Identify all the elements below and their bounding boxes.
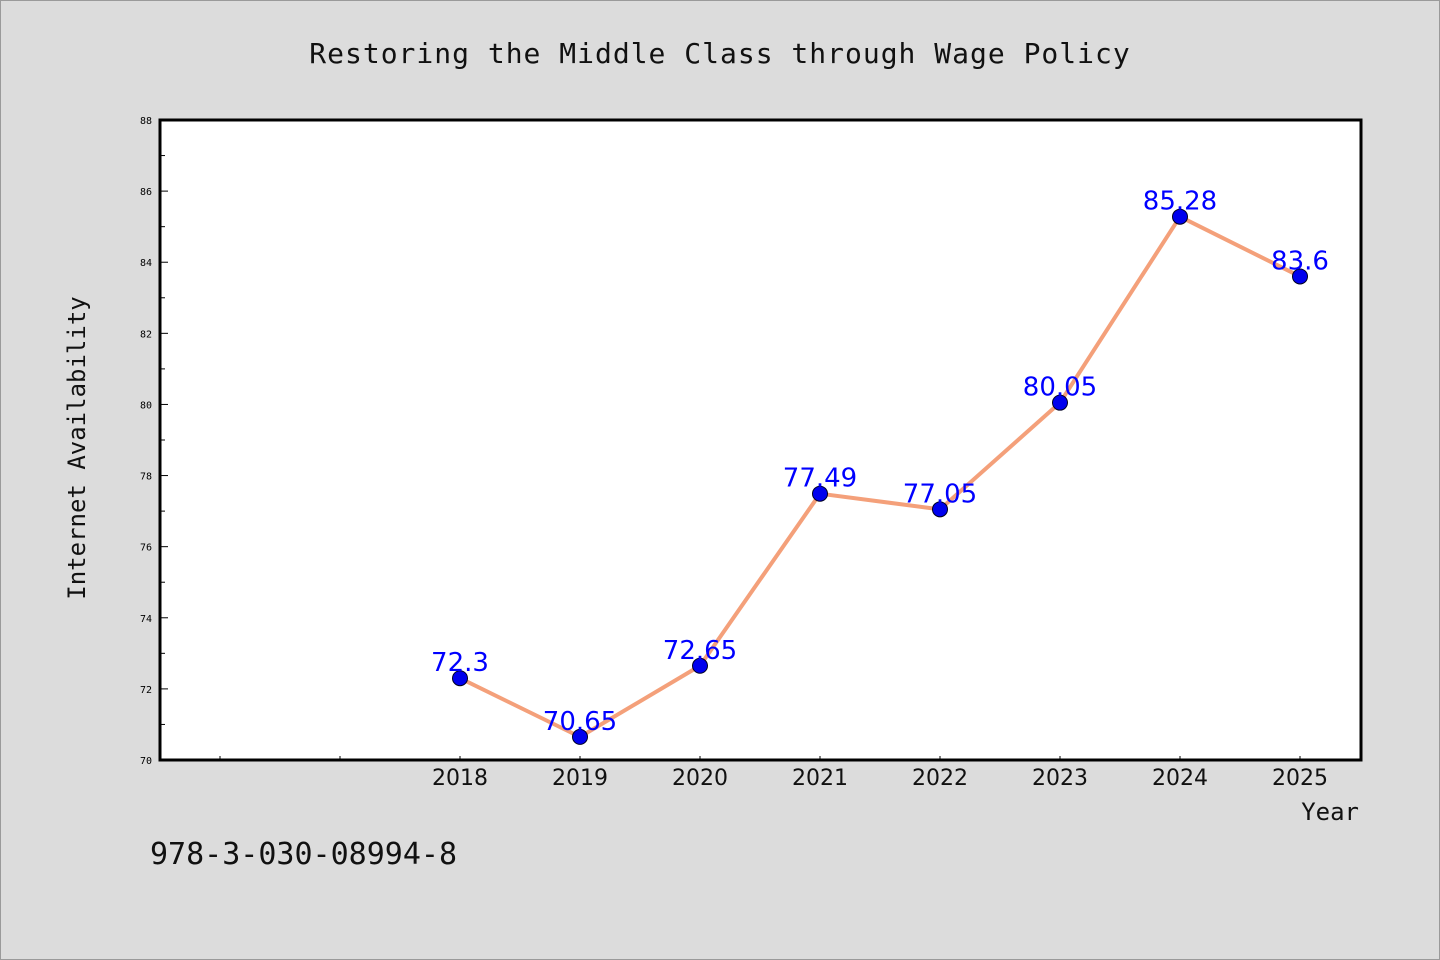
x-axis-label: Year: [1301, 798, 1359, 826]
x-axis: 2018 2019 2020 2021 2022 2023 2024 2025: [219, 756, 1328, 791]
data-point: [1172, 208, 1188, 225]
x-tick-label: 2020: [672, 766, 728, 791]
y-tick-label: 84: [140, 258, 152, 269]
y-tick-label: 76: [140, 543, 152, 554]
x-tick-label: 2019: [552, 766, 608, 791]
data-label: 70.65: [543, 707, 617, 737]
data-label: 77.49: [783, 464, 857, 494]
y-tick-label: 82: [140, 329, 152, 340]
series-line-group: [452, 208, 1308, 745]
x-tick-label: 2021: [792, 766, 848, 791]
data-point: [932, 501, 948, 518]
y-tick-label: 80: [140, 400, 152, 411]
isbn-text: 978-3-030-08994-8: [150, 837, 457, 872]
plot-area: [158, 118, 1363, 762]
data-point: [1292, 268, 1308, 285]
data-label: 80.05: [1023, 373, 1097, 403]
y-tick-label: 88: [140, 116, 152, 127]
data-point: [452, 670, 468, 687]
data-label: 77.05: [903, 479, 977, 509]
x-tick-label: 2023: [1032, 766, 1088, 791]
data-label: 85.28: [1143, 187, 1217, 217]
y-tick-label: 86: [140, 187, 152, 198]
x-tick-label: 2022: [912, 766, 968, 791]
y-tick-label: 72: [140, 685, 152, 696]
data-label: 72.65: [663, 636, 737, 666]
y-axis: 70 72 74 76 78 80 82 84 86 88: [140, 116, 168, 767]
x-tick-label: 2018: [432, 766, 488, 791]
chart-title: Restoring the Middle Class through Wage …: [309, 37, 1130, 70]
data-point: [572, 728, 588, 745]
y-tick-label: 78: [140, 472, 152, 483]
y-axis-label: Internet Availability: [63, 296, 91, 599]
data-label-group: 72.3 70.65 72.65 77.49 77.05 80.05 85.28 83.6: [431, 187, 1329, 737]
data-point: [692, 657, 708, 674]
data-label: 83.6: [1271, 246, 1329, 276]
series-line: [459, 214, 1301, 739]
data-label: 72.3: [431, 648, 489, 678]
data-point: [812, 485, 828, 502]
y-tick-label: 70: [140, 756, 152, 767]
y-tick-label: 74: [140, 614, 152, 625]
x-tick-label: 2024: [1152, 766, 1208, 791]
x-tick-label: 2025: [1272, 766, 1328, 791]
data-point: [1052, 394, 1068, 411]
